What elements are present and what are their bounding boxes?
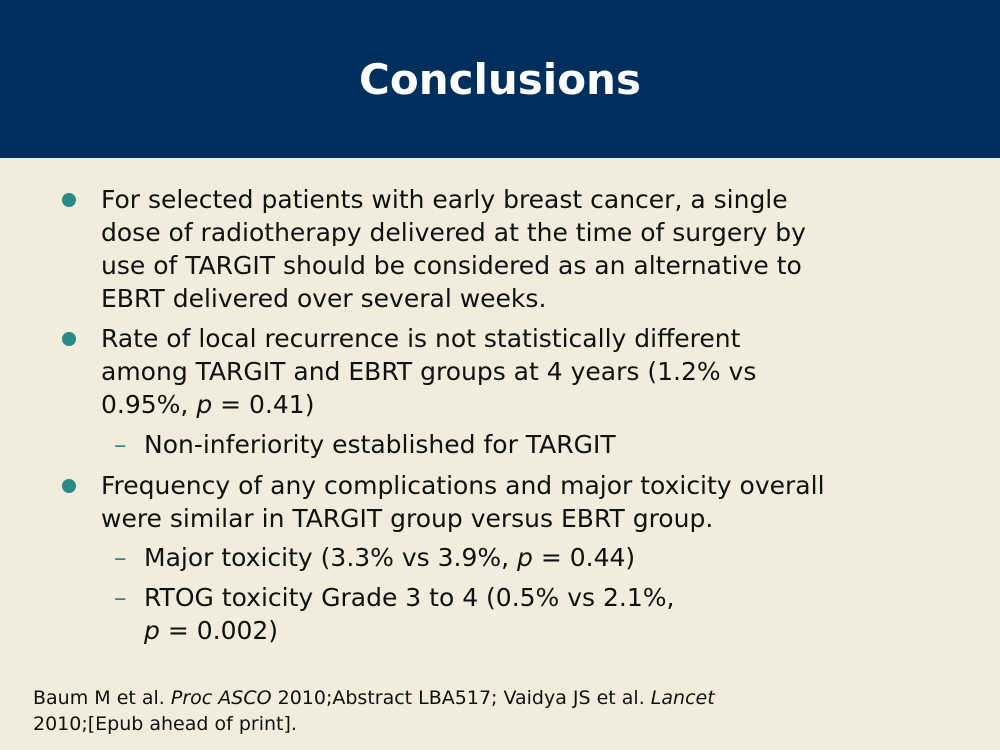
sub-bullet-dash: – (114, 583, 127, 612)
p-symbol: p (517, 543, 533, 572)
sub-bullet-2-1: Non-inferiority established for TARGIT (144, 430, 616, 459)
title-banner: Conclusions (0, 0, 1000, 158)
sub-bullet-dash: – (114, 543, 127, 572)
p-symbol: p (144, 616, 160, 645)
sub-bullet-3-2-line-2-post: = 0.002) (159, 616, 279, 645)
slide-title: Conclusions (359, 55, 641, 104)
bullet-3-line-2: were similar in TARGIT group versus EBRT… (101, 504, 714, 533)
citation-journal-1: Proc ASCO (170, 687, 272, 709)
citation-line-1: Baum M et al. Proc ASCO 2010;Abstract LB… (33, 685, 715, 711)
sub-bullet-3-1: Major toxicity (3.3% vs 3.9%, p = 0.44) (144, 541, 635, 574)
bullet-2-line-3-tail: = 0.41) (212, 390, 315, 419)
bullet-dot (62, 193, 76, 207)
sub-bullet-3-2-line-1: RTOG toxicity Grade 3 to 4 (0.5% vs 2.1%… (144, 583, 675, 612)
citation-journal-2: Lancet (650, 687, 715, 709)
sub-bullet-3-1-post: = 0.44) (532, 543, 636, 572)
bullet-2-line-1: Rate of local recurrence is not statisti… (101, 324, 741, 353)
sub-bullet-3-1-pre: Major toxicity (3.3% vs 3.9%, (144, 543, 518, 572)
citation-part-a: Baum M et al. (33, 687, 171, 709)
bullet-2-line-3-text: 0.95%, (101, 390, 197, 419)
bullet-3-line-1: Frequency of any complications and major… (101, 471, 825, 500)
citation-line-2: 2010;[Epub ahead of print]. (33, 713, 297, 735)
bullet-1-line-3: use of TARGIT should be considered as an… (101, 251, 802, 280)
bullet-2-line-3: 0.95%, p = 0.41) (101, 388, 314, 421)
bullet-2-line-2: among TARGIT and EBRT groups at 4 years … (101, 357, 757, 386)
bullet-1-line-4: EBRT delivered over several weeks. (101, 284, 547, 313)
bullet-dot (62, 479, 76, 493)
bullet-dot (62, 332, 76, 346)
sub-bullet-dash: – (114, 430, 127, 459)
bullet-1-line-2: dose of radiotherapy delivered at the ti… (101, 218, 806, 247)
citation-part-c: 2010;Abstract LBA517; Vaidya JS et al. (271, 687, 651, 709)
p-symbol: p (196, 390, 213, 419)
sub-bullet-3-2-line-2: p = 0.002) (144, 614, 278, 647)
bullet-1-line-1: For selected patients with early breast … (101, 185, 788, 214)
